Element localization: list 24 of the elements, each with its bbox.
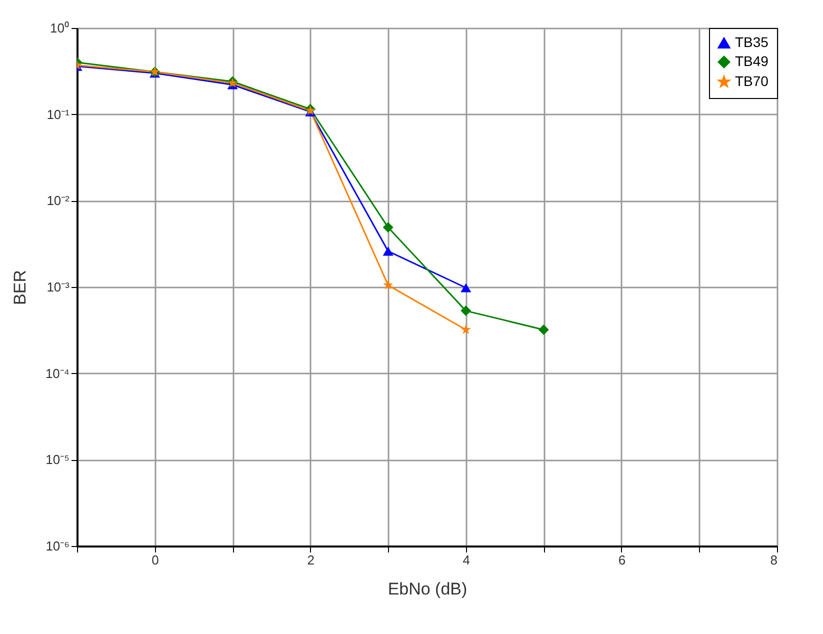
y-axis-title: BER bbox=[10, 270, 30, 305]
point bbox=[460, 283, 472, 292]
legend-label: TB70 bbox=[735, 73, 769, 89]
point bbox=[538, 324, 549, 335]
y-tick-label: 10⁰ bbox=[50, 20, 70, 36]
legend-label: TB49 bbox=[735, 53, 769, 69]
y-tick-label: 10⁻⁵ bbox=[46, 452, 70, 468]
y-tick-label: 10⁻¹ bbox=[46, 106, 70, 122]
point bbox=[460, 306, 472, 316]
x-tick-label: 0 bbox=[152, 552, 159, 568]
x-tick-label: 6 bbox=[618, 552, 626, 568]
point bbox=[460, 324, 471, 334]
point bbox=[382, 222, 394, 233]
y-tick-label: 10⁻⁴ bbox=[45, 366, 70, 381]
point bbox=[382, 246, 394, 256]
legend-label: TB35 bbox=[735, 34, 769, 50]
y-tick-label: 10⁻⁶ bbox=[46, 538, 70, 554]
y-tick-label: 10⁻³ bbox=[46, 280, 70, 294]
x-tick-label: 4 bbox=[462, 552, 470, 568]
x-tick-label: 2 bbox=[307, 552, 314, 568]
x-tick-label: 8 bbox=[770, 552, 778, 568]
y-tick-label: 10⁻² bbox=[46, 193, 70, 208]
x-axis-title: EbNo (dB) bbox=[388, 580, 468, 598]
point bbox=[383, 280, 394, 290]
